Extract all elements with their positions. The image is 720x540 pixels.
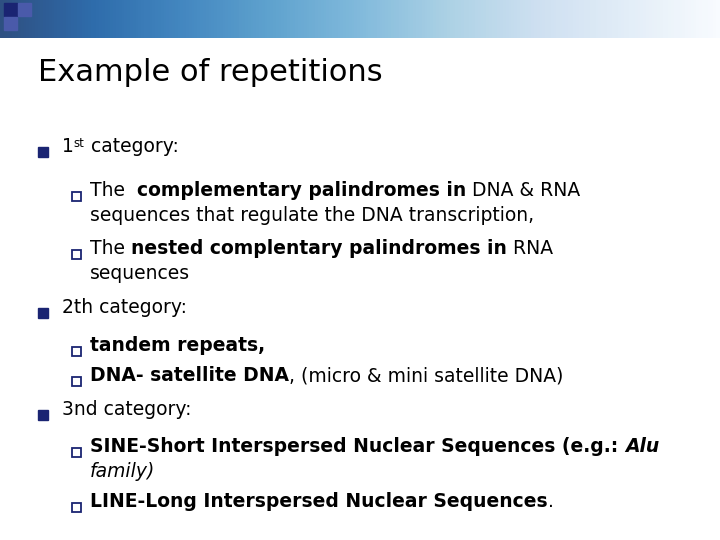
Text: DNA & RNA: DNA & RNA bbox=[467, 181, 580, 200]
Text: complementary palindromes in: complementary palindromes in bbox=[137, 181, 467, 200]
Bar bbox=[18, 3, 31, 16]
Text: SINE-Short Interspersed Nuclear Sequences (e.g.:: SINE-Short Interspersed Nuclear Sequence… bbox=[90, 437, 625, 456]
Text: tandem repeats,: tandem repeats, bbox=[90, 336, 265, 355]
Text: sequences: sequences bbox=[90, 264, 190, 283]
Text: RNA: RNA bbox=[507, 239, 553, 258]
Text: family): family) bbox=[90, 462, 156, 481]
Text: 1: 1 bbox=[62, 137, 74, 156]
Bar bbox=[38, 147, 48, 157]
Text: .: . bbox=[548, 492, 554, 511]
Text: 2th category:: 2th category: bbox=[62, 298, 187, 317]
Text: Alu: Alu bbox=[625, 437, 659, 456]
Bar bbox=[4, 3, 17, 16]
Text: 3nd category:: 3nd category: bbox=[62, 400, 192, 419]
Text: category:: category: bbox=[85, 137, 179, 156]
Text: LINE-Long Interspersed Nuclear Sequences: LINE-Long Interspersed Nuclear Sequences bbox=[90, 492, 548, 511]
Text: The: The bbox=[90, 181, 137, 200]
Text: The: The bbox=[90, 239, 131, 258]
Bar bbox=[38, 308, 48, 318]
Text: nested complentary palindromes in: nested complentary palindromes in bbox=[131, 239, 507, 258]
Bar bbox=[4, 17, 17, 30]
Bar bbox=[38, 410, 48, 420]
Text: DNA- satellite DNA: DNA- satellite DNA bbox=[90, 366, 289, 385]
Text: , (micro & mini satellite DNA): , (micro & mini satellite DNA) bbox=[289, 366, 563, 385]
Text: Example of repetitions: Example of repetitions bbox=[38, 58, 382, 87]
Text: st: st bbox=[74, 137, 85, 150]
Text: sequences that regulate the DNA transcription,: sequences that regulate the DNA transcri… bbox=[90, 206, 534, 225]
